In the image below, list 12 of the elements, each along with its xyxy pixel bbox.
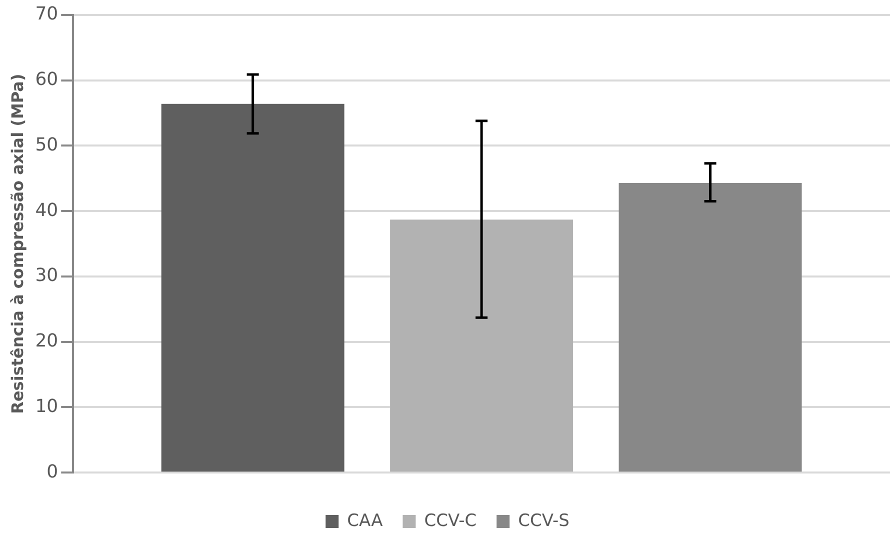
legend-label: CCV-C — [424, 510, 477, 531]
y-axis-title: Resistência à compressão axial (MPa) — [8, 74, 27, 414]
legend-label: CAA — [347, 510, 384, 531]
y-tick-label: 60 — [35, 69, 58, 90]
y-tick-label: 20 — [35, 330, 58, 352]
y-tick-label: 70 — [35, 4, 58, 25]
y-tick-label: 40 — [35, 200, 58, 221]
legend-label: CCV-S — [518, 510, 570, 531]
y-tick-label: 0 — [46, 461, 58, 482]
y-tick-label: 10 — [35, 396, 58, 417]
y-tick-label: 30 — [35, 265, 58, 286]
y-tick-label: 50 — [35, 134, 58, 156]
